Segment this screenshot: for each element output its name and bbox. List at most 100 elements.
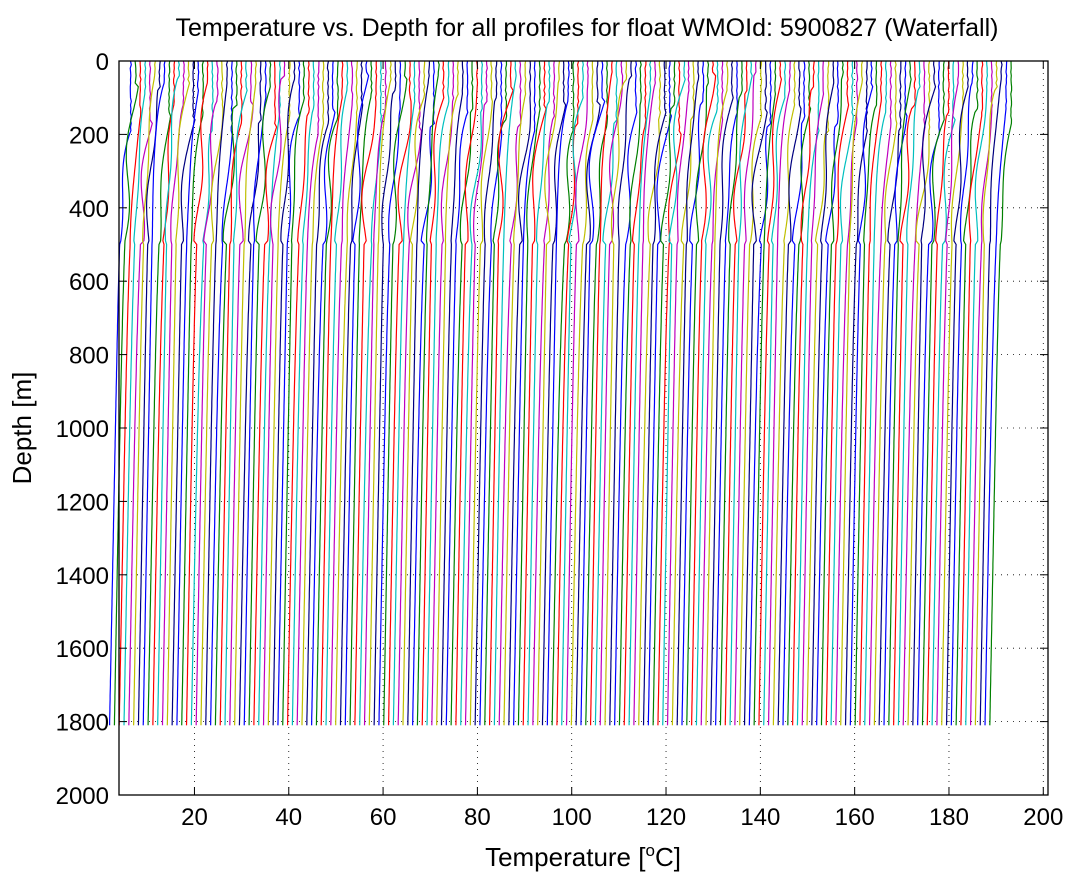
profile-line — [614, 60, 638, 726]
profile-line — [426, 60, 450, 726]
profile-line — [811, 60, 835, 726]
profile-line — [181, 60, 205, 726]
y-tick-label: 200 — [69, 122, 109, 149]
profile-line — [691, 60, 717, 726]
profile-line — [825, 60, 850, 726]
profile-line — [777, 61, 802, 726]
profile-line — [657, 60, 682, 726]
profile-line — [638, 60, 662, 726]
profile-line — [979, 60, 1003, 726]
profile-line — [633, 60, 657, 726]
profile-line — [436, 60, 459, 726]
profile-line — [392, 60, 416, 726]
profile-line — [152, 60, 176, 726]
profile-line — [421, 60, 445, 726]
profile-line — [647, 60, 673, 726]
profile-line — [224, 60, 248, 726]
profile-line — [835, 60, 859, 726]
profile-line — [272, 60, 296, 726]
profile-line — [445, 60, 469, 726]
profile-line — [479, 60, 503, 726]
profile-line — [969, 60, 993, 726]
profile-line — [787, 60, 812, 726]
x-axis-label-end: C] — [655, 842, 681, 872]
profile-line — [739, 60, 763, 726]
profile-line — [277, 60, 301, 726]
profile-line — [339, 60, 364, 726]
profile-line — [344, 60, 370, 726]
y-tick-label: 1200 — [56, 489, 109, 516]
profile-line — [618, 60, 642, 726]
profile-line — [166, 61, 191, 726]
x-tick-label: 200 — [1023, 804, 1063, 831]
profile-line — [508, 60, 532, 726]
profile-line — [936, 60, 960, 726]
profile-line — [594, 60, 618, 726]
y-tick-label: 1600 — [56, 636, 109, 663]
profile-line — [431, 60, 455, 726]
profile-line — [291, 61, 315, 726]
profile-line — [883, 60, 908, 726]
profile-line — [801, 60, 825, 726]
profile-line — [921, 60, 945, 726]
profile-line — [349, 60, 373, 726]
profile-line — [527, 61, 551, 726]
profile-line — [585, 60, 609, 726]
profile-line — [176, 60, 200, 726]
profile-line — [628, 60, 652, 726]
x-tick-label: 40 — [275, 804, 302, 831]
profile-line — [782, 60, 806, 726]
profile-line — [262, 60, 286, 726]
profile-line — [455, 60, 479, 726]
profile-line — [945, 60, 969, 726]
x-tick-label: 80 — [464, 804, 491, 831]
profile-line — [758, 60, 783, 726]
chart-title: Temperature vs. Depth for all profiles f… — [175, 14, 998, 42]
profile-line — [666, 61, 690, 726]
profile-line — [190, 60, 214, 726]
profile-line — [484, 60, 508, 726]
profile-line — [642, 60, 667, 726]
x-tick-label: 180 — [929, 804, 969, 831]
profile-line — [517, 60, 541, 726]
profile-line — [214, 60, 238, 726]
x-tick-labels: 20 40 60 80 100 120 140 160 180 200 — [181, 804, 1063, 831]
profile-line — [955, 61, 979, 726]
axis-ticks — [119, 60, 1048, 796]
profile-line — [238, 61, 262, 726]
profile-line — [267, 60, 291, 726]
profile-line — [541, 60, 567, 726]
profile-line — [580, 60, 606, 726]
x-axis-label-main: Temperature [ — [485, 842, 646, 872]
y-tick-label: 400 — [69, 196, 109, 223]
profile-line — [589, 60, 613, 726]
profile-line — [210, 60, 233, 726]
y-tick-label: 1400 — [56, 563, 109, 590]
profile-line — [710, 60, 734, 726]
profile-line — [287, 60, 310, 726]
y-tick-label: 0 — [96, 49, 109, 76]
profile-line — [700, 60, 724, 726]
y-tick-labels: 0 200 400 600 800 1000 1200 1400 1600 1800 2000 — [56, 49, 109, 810]
profile-line — [171, 60, 196, 726]
profile-line — [902, 60, 926, 726]
profile-line — [912, 60, 937, 726]
profile-line — [652, 60, 676, 726]
profile-line — [522, 60, 547, 726]
profile-line — [686, 60, 710, 726]
profile-line — [816, 60, 839, 726]
x-tick-label: 140 — [740, 804, 780, 831]
profile-line — [859, 60, 883, 726]
y-tick-label: 1000 — [56, 416, 109, 443]
x-tick-label: 100 — [552, 804, 592, 831]
profile-line — [325, 60, 349, 726]
profile-line — [373, 60, 397, 726]
profile-line — [493, 60, 517, 726]
profile-line — [397, 60, 423, 726]
profile-line — [840, 60, 864, 726]
profile-line — [113, 60, 139, 726]
profile-line — [440, 61, 464, 726]
profile-line — [897, 60, 921, 726]
profile-line — [565, 60, 589, 726]
